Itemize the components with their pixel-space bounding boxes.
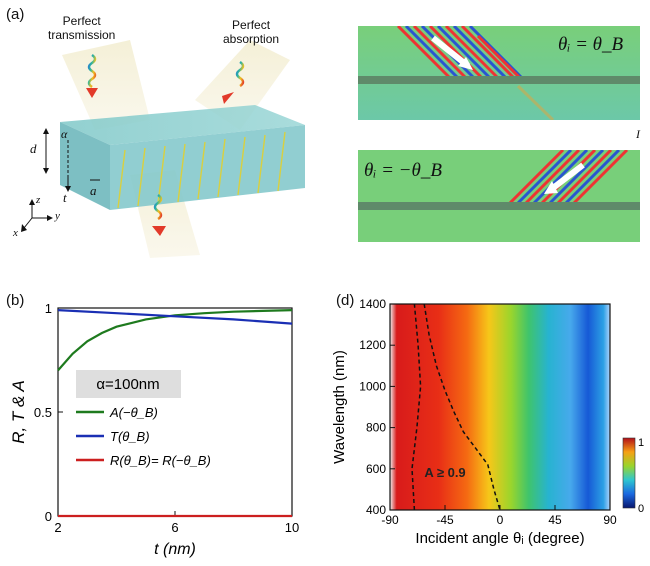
colorbar <box>622 437 636 509</box>
panel-a-schematic <box>21 40 305 258</box>
contour-line <box>423 303 501 511</box>
y-tick-label: 1000 <box>359 379 386 393</box>
panel-b-label: (b) <box>6 292 25 309</box>
y-tick-label: 1 <box>45 301 52 316</box>
field-map-top <box>358 26 640 120</box>
panel-d-label: (d) <box>336 292 355 309</box>
legend-label: T(θ_B) <box>110 429 150 444</box>
transmission-caption: Perfect transmission <box>48 14 115 42</box>
y-tick-label: 800 <box>366 421 386 435</box>
y-tick-label: 1400 <box>359 297 386 311</box>
absorption-caption: Perfect absorption <box>223 18 279 46</box>
panel-a-label: (a) <box>6 6 25 23</box>
axis-x-label: x <box>13 227 18 239</box>
x-tick-label: 45 <box>548 513 562 527</box>
x-axis-label: Incident angle θᵢ (degree) <box>415 530 584 547</box>
y-tick-label: 400 <box>366 503 386 517</box>
legend-label: A(−θ_B) <box>109 405 158 420</box>
x-tick-label: 6 <box>171 520 178 535</box>
dim-d-label: d <box>30 141 37 156</box>
photon-icon <box>153 193 163 221</box>
heatmap-field <box>390 304 610 510</box>
colorbar-tick-bottom: 0 <box>638 503 644 515</box>
series-line <box>57 309 293 372</box>
top-field-formula: θᵢ = θ_B <box>558 34 624 55</box>
transmission-beam <box>62 40 150 130</box>
dim-t-label: t <box>63 190 67 205</box>
y-axis-label: R, T & A <box>9 380 28 444</box>
series-line <box>57 309 293 325</box>
panel-d-chart: A ≥ 0.9 -90 -45 0 45 90 400 600 800 1000 1200 1400 I… <box>331 297 644 547</box>
absorption-caption-line1: Perfect <box>232 18 271 32</box>
side-mark: I <box>636 127 640 141</box>
y-axis-label: Wavelength (nm) <box>331 350 348 464</box>
x-tick-label: 90 <box>603 513 617 527</box>
field-map-bottom <box>358 150 640 242</box>
x-tick-label: -90 <box>381 513 399 527</box>
absorption-caption-line2: absorption <box>223 32 280 46</box>
transmission-caption-line1: Perfect <box>62 14 101 28</box>
dim-alpha-label: α <box>61 127 68 141</box>
bottom-field-formula: θᵢ = −θ_B <box>364 160 442 181</box>
y-tick-label: 0.5 <box>34 405 52 420</box>
axis-z-label: z <box>36 194 41 206</box>
y-tick-label: 600 <box>366 462 386 476</box>
x-axis-label: t (nm) <box>154 541 196 558</box>
y-tick-label: 1200 <box>359 338 386 352</box>
x-tick-label: -45 <box>436 513 454 527</box>
dim-a-label: a <box>90 183 97 198</box>
photon-icon <box>235 60 245 88</box>
param-box-text: α=100nm <box>96 376 159 393</box>
panel-b-chart: 2 6 10 0 0.5 1 t (nm) R, T & A α=100nm A(−θ_B) T(θ… <box>9 301 299 558</box>
photon-icon <box>87 53 97 89</box>
colorbar-tick-top: 1 <box>638 437 644 449</box>
y-tick-label: 0 <box>45 509 52 524</box>
x-tick-label: 10 <box>285 520 299 535</box>
legend-label: R(θ_B)= R(−θ_B) <box>110 453 211 468</box>
x-tick-label: 0 <box>497 513 504 527</box>
axis-y-label: y <box>55 210 60 222</box>
x-tick-label: 2 <box>54 520 61 535</box>
param-box <box>76 370 181 398</box>
contour-label: A ≥ 0.9 <box>424 465 465 480</box>
transmission-caption-line2: transmission <box>48 28 116 42</box>
